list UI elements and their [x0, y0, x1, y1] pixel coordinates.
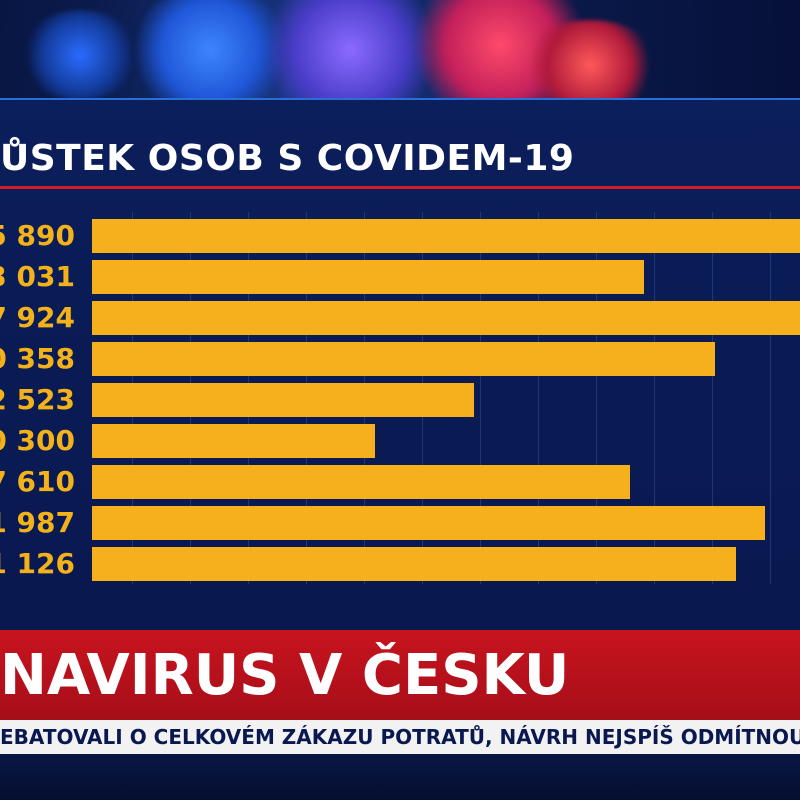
bar	[92, 465, 630, 499]
row-value-label: 7 924	[0, 301, 75, 334]
headline-banner	[0, 630, 800, 720]
row-value-label: 0 358	[0, 342, 75, 375]
row-value-label: 0 300	[0, 424, 75, 457]
headline-text: NAVIRUS V ČESKU	[0, 643, 570, 708]
row-value-label: 3 031	[0, 260, 75, 293]
chart-title: ŮSTEK OSOB S COVIDEM-19	[0, 138, 575, 179]
bar	[92, 219, 800, 253]
row-value-label: 1 987	[0, 506, 75, 539]
bar	[92, 424, 375, 458]
virus-background	[0, 0, 800, 110]
row-value-label: 1 126	[0, 547, 75, 580]
bottom-strip	[0, 754, 800, 800]
gridline	[712, 212, 713, 584]
row-value-label: 2 523	[0, 383, 75, 416]
bar	[92, 301, 800, 335]
gridline	[596, 212, 597, 584]
bar	[92, 383, 474, 417]
gridline	[538, 212, 539, 584]
bar	[92, 260, 644, 294]
bar	[92, 342, 715, 376]
bar	[92, 547, 736, 581]
row-value-label: 7 610	[0, 465, 75, 498]
gridline	[654, 212, 655, 584]
row-value-label: 5 890	[0, 219, 75, 252]
ticker-text: EBATOVALI O CELKOVÉM ZÁKAZU POTRATŮ, NÁV…	[0, 725, 800, 749]
news-ticker	[0, 720, 800, 754]
gridline	[480, 212, 481, 584]
bar	[92, 506, 765, 540]
title-divider	[0, 186, 800, 189]
gridline	[770, 212, 771, 584]
